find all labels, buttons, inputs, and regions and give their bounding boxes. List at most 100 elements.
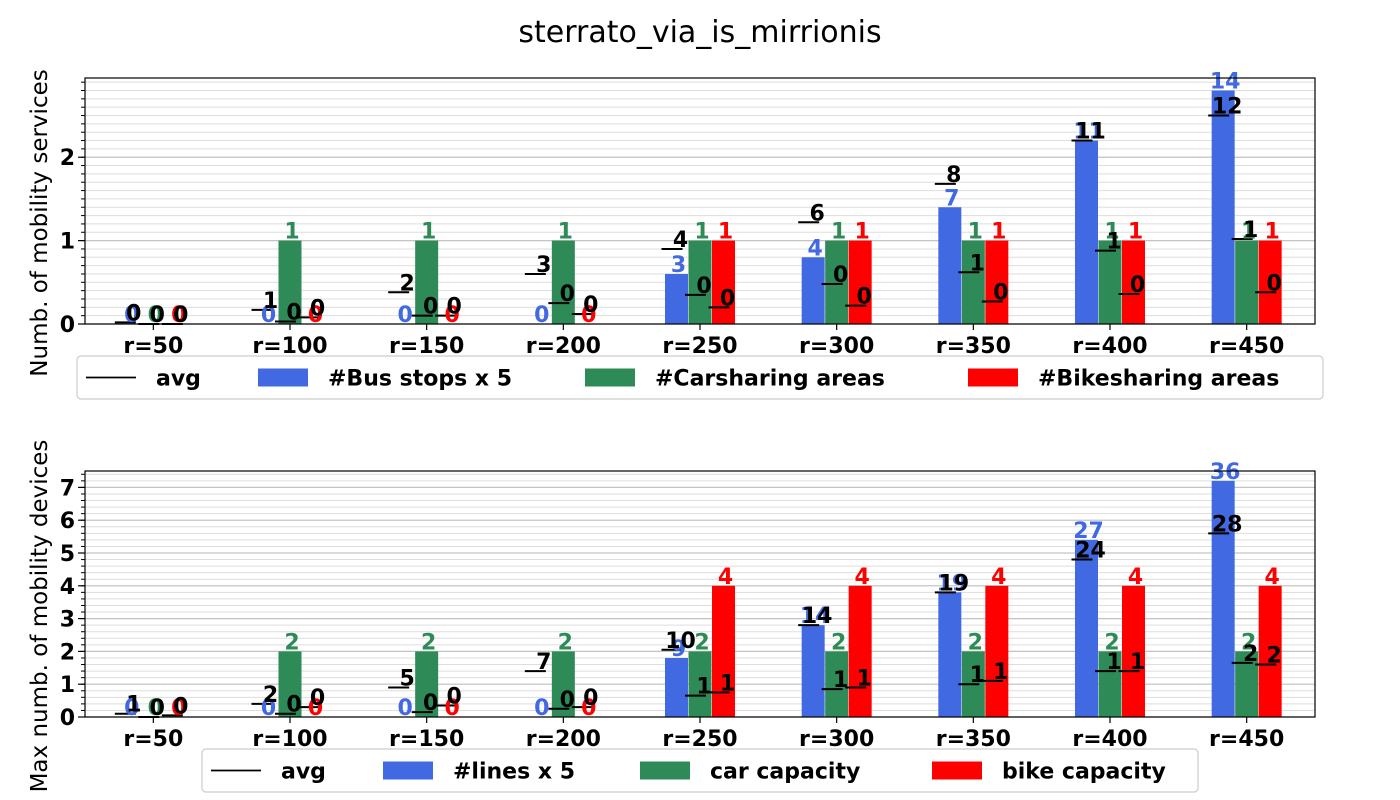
bar-3 [712, 240, 735, 324]
x-tick-label: r=100 [252, 727, 327, 752]
bar-value-label: 2 [284, 630, 299, 655]
bar-2 [278, 651, 302, 717]
legend-swatch-3 [968, 368, 1018, 387]
y-axis-label: Numb. of mobility services [27, 69, 53, 376]
bar-value-label: 2 [968, 630, 983, 655]
avg-value-label: 6 [810, 201, 825, 226]
avg-value-label: 0 [150, 303, 165, 328]
x-tick-label: r=300 [799, 334, 874, 359]
legend-box [201, 748, 1199, 793]
bar-value-label: 1 [991, 220, 1006, 245]
x-tick-label: r=250 [662, 334, 737, 359]
legend-avg-label: avg [156, 367, 201, 392]
bar-value-label: 2 [1241, 630, 1256, 655]
avg-value-label: 19 [939, 571, 970, 596]
avg-value-label: 3 [536, 253, 551, 278]
bar-value-label: 1 [558, 220, 573, 245]
avg-value-label: 0 [720, 286, 735, 311]
bars [278, 480, 1282, 717]
legend: avg #lines x 5 car capacity bike capacity [201, 748, 1199, 793]
avg-value-label: 5 [400, 666, 415, 691]
bar-value-label: 2 [831, 630, 846, 655]
legend: avg #Bus stops x 5 #Carsharing areas #Bikes… [76, 355, 1324, 400]
legend-box [76, 355, 1324, 400]
bar-2 [1235, 651, 1259, 717]
bar-value-label: 1 [421, 220, 436, 245]
avg-value-label: 0 [583, 293, 598, 318]
avg-value-label: 1 [857, 666, 872, 691]
bar-3 [1258, 585, 1282, 717]
bar-value-label: 4 [718, 565, 733, 590]
bar-value-label: 11 [1073, 120, 1104, 145]
x-axis: r=50 r=100 r=150 r=200 r=250 r=300 r=350 r=400 r… [123, 717, 1284, 752]
avg-value-label: 2 [1267, 644, 1282, 669]
bar-1 [801, 257, 825, 324]
x-tick-label: r=200 [526, 334, 601, 359]
legend-swatch-1 [258, 368, 308, 387]
avg-value-label: 1 [970, 663, 985, 688]
legend-swatch-1 [383, 761, 433, 780]
avg-value-label: 8 [946, 163, 961, 188]
y-tick-label: 1 [60, 673, 75, 698]
y-axis-label: Max numb. of mobility devices [27, 440, 53, 793]
avg-value-label: 0 [560, 282, 575, 307]
bar-2 [688, 240, 712, 324]
avg-value-label: 0 [696, 274, 711, 299]
bar-value-label: 14 [800, 604, 831, 629]
bar-2 [551, 651, 575, 717]
avg-value-label: 10 [665, 629, 696, 654]
x-tick-label: r=400 [1072, 727, 1147, 752]
legend-label-3: bike capacity [1002, 760, 1166, 785]
bar-value-label: 2 [558, 630, 573, 655]
bar-value-label: 4 [1265, 565, 1280, 590]
bar-3 [712, 585, 735, 717]
avg-value-label: 0 [173, 303, 188, 328]
bar-value-label: 1 [694, 220, 709, 245]
y-tick-label: 1 [60, 230, 75, 255]
y-tick-label: 0 [60, 313, 75, 338]
avg-value-label: 2 [263, 683, 278, 708]
bar-value-label: 2 [694, 630, 709, 655]
bar-2 [825, 651, 849, 717]
avg-value-label: 1 [126, 693, 141, 718]
legend-swatch-2 [585, 368, 635, 387]
bar-value-label: 0 [534, 696, 549, 721]
x-tick-label: r=350 [936, 334, 1011, 359]
avg-value-label: 0 [560, 688, 575, 713]
bar-1 [1075, 539, 1098, 717]
bar-value-label: 19 [937, 571, 968, 596]
avg-value-label: 0 [583, 686, 598, 711]
x-tick-label: r=350 [936, 727, 1011, 752]
avg-value-label: 0 [1267, 271, 1282, 296]
avg-value-label: 0 [173, 694, 188, 719]
bar-3 [1122, 585, 1145, 717]
legend-swatch-3 [932, 761, 982, 780]
legend-label-3: #Bikesharing areas [1038, 367, 1279, 392]
bar-value-label: 0 [581, 696, 596, 721]
legend-label-2: car capacity [710, 760, 860, 785]
y-axis: 0 1 2 [60, 81, 85, 338]
bar-value-label: 0 [124, 696, 139, 721]
avg-value-label: 0 [833, 263, 848, 288]
x-tick-label: r=50 [123, 334, 183, 359]
avg-value-label: 1 [1243, 218, 1258, 243]
y-tick-label: 2 [60, 640, 75, 665]
bar-value-label: 1 [1265, 220, 1280, 245]
bar-value-label: 2 [1104, 630, 1119, 655]
bar-1 [801, 625, 825, 717]
avg-value-label: 0 [447, 685, 462, 710]
y-tick-label: 7 [60, 476, 75, 501]
legend-label-1: #lines x 5 [453, 760, 575, 785]
bar-2 [415, 651, 439, 717]
bar-value-label: 0 [445, 696, 460, 721]
avg-value-label: 14 [802, 604, 833, 629]
bar-value-label: 7 [944, 186, 959, 211]
avg-value-label: 11 [1075, 120, 1106, 145]
x-tick-label: r=50 [123, 727, 183, 752]
bar-1 [1211, 480, 1235, 717]
bar-2 [1098, 651, 1122, 717]
